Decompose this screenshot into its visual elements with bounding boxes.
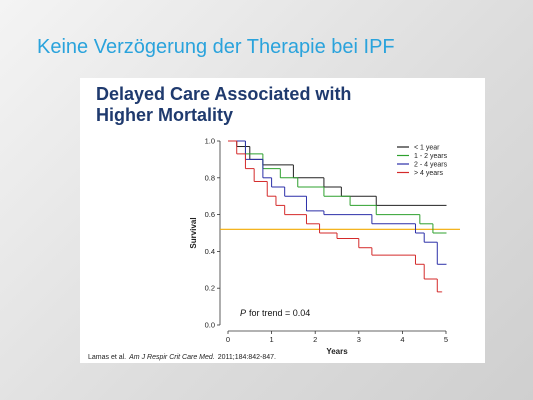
legend-label: > 4 years — [414, 170, 443, 177]
y-tick-label: 1.0 — [205, 137, 215, 146]
annotation-italic: P — [240, 308, 246, 318]
title-line: Delayed Care Associated with — [96, 84, 352, 104]
legend-label: 1 - 2 years — [414, 153, 448, 160]
y-tick-label: 0.6 — [205, 210, 215, 219]
title-line: Higher Mortality — [96, 105, 234, 125]
x-tick-label: 0 — [226, 335, 230, 344]
y-tick-label: 0.2 — [205, 284, 215, 293]
legend-label: < 1 year — [414, 145, 440, 152]
x-tick-label: 2 — [313, 335, 317, 344]
citation: Lamas et al. Am J Respir Crit Care Med. 20… — [88, 354, 276, 361]
x-tick-label: 5 — [444, 335, 448, 344]
citation-authors: Lamas et al. — [88, 354, 126, 361]
y-tick-label: 0.4 — [205, 247, 215, 256]
x-tick-label: 4 — [400, 335, 404, 344]
citation-ref: 2011;184:842-847. — [218, 354, 276, 361]
x-tick-label: 3 — [357, 335, 361, 344]
annotation-text: for trend = 0.04 — [249, 308, 310, 318]
y-tick-label: 0.8 — [205, 173, 215, 182]
legend-label: 2 - 4 years — [414, 162, 448, 169]
y-tick-label: 0.0 — [205, 321, 215, 330]
x-tick-label: 1 — [270, 335, 274, 344]
slide-title: Keine Verzögerung der Therapie bei IPF — [37, 36, 395, 58]
figure-panel: Delayed Care Associated with Higher Mort… — [80, 78, 485, 363]
y-axis-label: Survival — [189, 217, 198, 248]
x-axis-label: Years — [326, 347, 348, 356]
citation-journal: Am J Respir Crit Care Med. — [128, 354, 215, 361]
chart-title: Delayed Care Associated with Higher Mort… — [96, 84, 476, 126]
